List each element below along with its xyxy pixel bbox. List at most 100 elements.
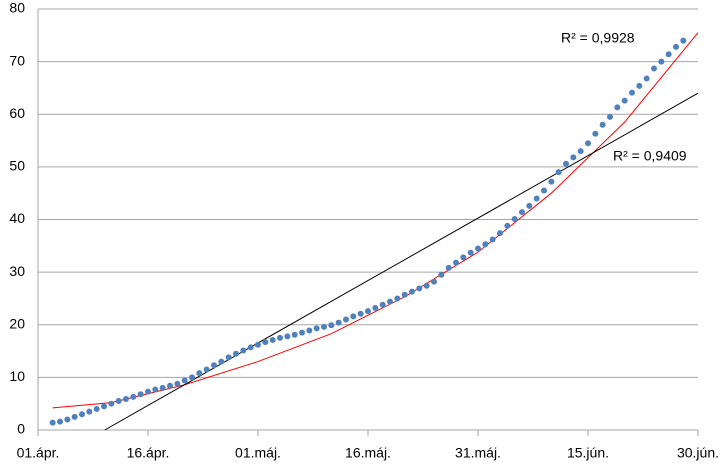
marker xyxy=(504,222,511,229)
marker xyxy=(526,202,533,209)
marker xyxy=(335,319,342,326)
marker xyxy=(387,298,393,305)
marker xyxy=(570,154,577,161)
y-tick-label: 10 xyxy=(9,368,25,384)
marker xyxy=(57,418,63,425)
trendline xyxy=(52,32,699,409)
x-tick-label: 16.ápr. xyxy=(127,445,170,461)
marker xyxy=(548,178,555,185)
marker xyxy=(350,313,357,320)
marker xyxy=(64,416,71,423)
marker xyxy=(665,51,672,58)
x-tick-label: 15.jún. xyxy=(567,445,609,461)
y-tick-label: 50 xyxy=(9,158,25,174)
marker xyxy=(79,411,85,418)
marker xyxy=(497,230,503,237)
marker xyxy=(233,350,239,357)
marker xyxy=(145,388,151,395)
marker xyxy=(614,104,621,111)
marker xyxy=(321,323,327,330)
marker xyxy=(438,271,445,278)
trendline xyxy=(104,92,699,431)
marker xyxy=(453,259,459,266)
marker xyxy=(658,58,665,65)
marker xyxy=(203,366,210,373)
marker xyxy=(651,65,657,72)
marker xyxy=(130,393,137,400)
marker xyxy=(189,374,195,381)
marker xyxy=(409,288,415,295)
marker xyxy=(555,169,562,176)
marker xyxy=(93,405,100,412)
marker xyxy=(255,341,261,348)
marker xyxy=(585,140,591,147)
marker xyxy=(621,97,628,104)
marker xyxy=(240,347,247,354)
marker xyxy=(159,384,166,391)
marker xyxy=(475,245,481,252)
marker xyxy=(101,403,107,410)
marker xyxy=(108,400,115,407)
marker xyxy=(643,75,650,82)
marker xyxy=(123,395,129,402)
marker xyxy=(328,322,335,329)
marker xyxy=(680,37,687,44)
marker xyxy=(460,254,467,261)
marker xyxy=(211,362,217,369)
marker xyxy=(71,413,78,420)
y-tick-label: 0 xyxy=(17,421,25,437)
x-tick-label: 30.jún. xyxy=(677,445,719,461)
marker xyxy=(137,391,144,398)
marker xyxy=(423,282,430,289)
marker xyxy=(533,195,540,202)
y-tick-label: 40 xyxy=(9,210,25,226)
marker xyxy=(629,89,635,96)
marker xyxy=(372,304,379,311)
marker xyxy=(401,291,408,298)
y-tick-label: 80 xyxy=(9,0,25,16)
marker xyxy=(563,160,569,167)
marker xyxy=(291,331,298,338)
trendline-label: R² = 0,9928 xyxy=(561,30,635,46)
marker xyxy=(607,113,613,120)
trendline-label: R² = 0,9409 xyxy=(613,148,687,164)
marker xyxy=(599,121,606,128)
x-tick-label: 01.ápr. xyxy=(17,445,60,461)
y-tick-label: 60 xyxy=(9,105,25,121)
marker xyxy=(365,308,371,315)
x-tick-label: 31.máj. xyxy=(455,445,501,461)
marker xyxy=(225,354,232,361)
marker xyxy=(467,249,474,256)
y-tick-label: 30 xyxy=(9,263,25,279)
marker xyxy=(115,398,122,405)
marker xyxy=(269,337,276,344)
marker xyxy=(196,370,203,377)
marker xyxy=(511,215,518,222)
marker xyxy=(306,327,313,334)
marker xyxy=(49,419,56,426)
marker xyxy=(167,382,173,389)
marker xyxy=(577,148,584,155)
marker xyxy=(673,43,679,50)
y-tick-label: 70 xyxy=(9,52,25,68)
marker xyxy=(541,187,547,194)
marker xyxy=(636,82,643,89)
marker xyxy=(416,285,423,292)
y-tick-label: 20 xyxy=(9,315,25,331)
marker xyxy=(379,301,386,308)
marker xyxy=(592,130,599,137)
marker xyxy=(489,236,496,243)
marker xyxy=(357,310,364,317)
x-tick-label: 01.máj. xyxy=(235,445,281,461)
marker xyxy=(299,329,305,336)
marker xyxy=(343,316,349,323)
marker xyxy=(445,264,452,271)
x-tick-label: 16.máj. xyxy=(345,445,391,461)
marker xyxy=(431,278,437,285)
marker xyxy=(262,339,269,346)
marker xyxy=(247,344,254,351)
marker xyxy=(181,377,188,384)
marker xyxy=(519,209,525,216)
marker xyxy=(86,408,93,415)
